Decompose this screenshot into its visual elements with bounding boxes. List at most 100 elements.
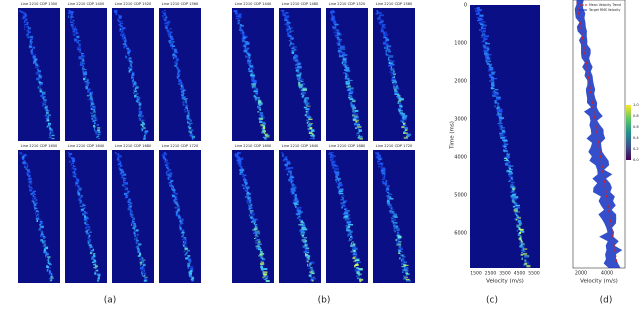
energy-blob (520, 239, 523, 242)
energy-blob (238, 19, 241, 21)
energy-blob (123, 40, 127, 43)
energy-blob (249, 216, 253, 219)
energy-blob (334, 172, 340, 174)
energy-blob (237, 22, 240, 25)
energy-blob (297, 210, 301, 212)
energy-blob (335, 175, 338, 178)
energy-blob (168, 182, 171, 184)
energy-blob (138, 108, 140, 110)
energy-blob (86, 94, 90, 97)
energy-blob (345, 83, 350, 85)
energy-blob (401, 262, 405, 266)
energy-blob (181, 229, 185, 231)
energy-blob (334, 34, 340, 36)
energy-blob (87, 90, 90, 93)
energy-blob (134, 235, 136, 238)
energy-blob (33, 193, 37, 195)
energy-blob (350, 102, 352, 104)
energy-blob (508, 173, 514, 175)
energy-blob (29, 41, 33, 43)
energy-blob (511, 190, 515, 193)
energy-blob (239, 165, 243, 168)
energy-blob (73, 175, 76, 178)
energy-blob (251, 211, 254, 213)
energy-blob (304, 248, 307, 251)
energy-blob (127, 199, 131, 202)
energy-blob (47, 114, 51, 117)
energy-blob (383, 182, 388, 185)
energy-blob (290, 175, 294, 178)
energy-blob (131, 74, 134, 77)
energy-blob (166, 167, 168, 169)
energy-blob (405, 274, 408, 277)
energy-blob (70, 23, 74, 26)
energy-blob (180, 232, 183, 234)
energy-blob (350, 250, 354, 253)
energy-blob (247, 197, 252, 199)
energy-blob (49, 128, 53, 130)
energy-blob (301, 80, 304, 83)
energy-blob (342, 213, 347, 215)
energy-blob (345, 70, 351, 72)
energy-blob (246, 56, 251, 58)
energy-blob (404, 130, 406, 132)
energy-blob (89, 231, 92, 233)
energy-blob (86, 225, 88, 228)
energy-blob (342, 56, 345, 59)
energy-blob (84, 76, 87, 78)
energy-blob (163, 18, 167, 21)
energy-blob (345, 74, 349, 78)
energy-blob (34, 208, 36, 211)
energy-blob (143, 127, 146, 130)
energy-blob (481, 40, 485, 43)
energy-blob (394, 230, 396, 233)
energy-blob (133, 222, 136, 226)
energy-blob (309, 271, 313, 274)
energy-blob (382, 181, 384, 184)
energy-blob (39, 90, 43, 93)
energy-blob (181, 86, 184, 89)
energy-blob (114, 11, 116, 13)
energy-blob (397, 248, 400, 251)
energy-blob (300, 92, 302, 95)
energy-blob (70, 163, 72, 166)
energy-blob (114, 12, 118, 14)
energy-blob (520, 240, 523, 243)
energy-blob (49, 277, 52, 280)
energy-blob (378, 21, 383, 24)
energy-blob (249, 64, 254, 67)
energy-blob (503, 157, 507, 160)
energy-blob (293, 57, 297, 59)
x-tick-label: 4000 (601, 271, 613, 277)
energy-blob (383, 46, 389, 50)
energy-blob (385, 190, 387, 192)
energy-blob (178, 215, 181, 218)
energy-blob (86, 82, 90, 84)
energy-blob (120, 164, 123, 167)
energy-blob (293, 56, 295, 59)
energy-blob (352, 251, 357, 254)
energy-blob (303, 106, 307, 109)
energy-blob (22, 161, 26, 164)
energy-blob (356, 133, 358, 137)
energy-blob (33, 59, 37, 62)
energy-blob (512, 193, 516, 196)
energy-blob (38, 79, 40, 82)
energy-blob (29, 44, 31, 47)
energy-blob (385, 43, 389, 46)
energy-blob (523, 248, 528, 250)
energy-blob (73, 34, 76, 36)
energy-blob (393, 214, 398, 217)
energy-blob (308, 268, 310, 270)
energy-blob (80, 208, 84, 211)
energy-blob (143, 274, 146, 276)
energy-blob (385, 49, 388, 53)
energy-blob (393, 225, 398, 228)
trend-line (576, 1, 618, 265)
energy-blob (304, 243, 308, 245)
energy-blob (77, 48, 80, 51)
energy-blob (189, 261, 191, 263)
energy-blob (291, 39, 294, 41)
energy-blob (297, 71, 300, 73)
energy-blob (253, 82, 257, 85)
